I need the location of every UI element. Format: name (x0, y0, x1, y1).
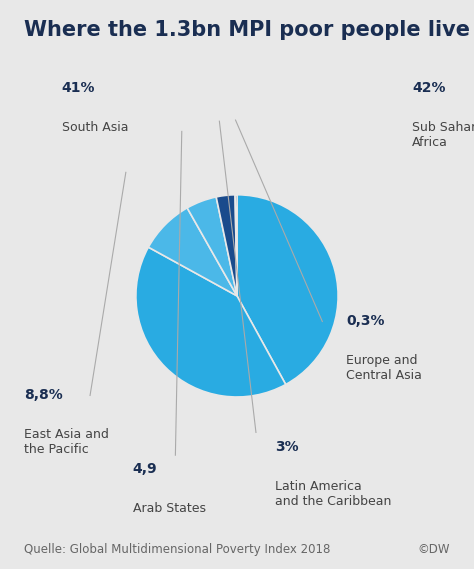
Text: 3%: 3% (275, 440, 299, 453)
Text: Sub Saharan
Africa: Sub Saharan Africa (412, 121, 474, 149)
Text: 41%: 41% (62, 81, 95, 95)
Text: Arab States: Arab States (133, 502, 206, 516)
Wedge shape (235, 195, 237, 296)
Text: Europe and
Central Asia: Europe and Central Asia (346, 354, 422, 382)
Text: South Asia: South Asia (62, 121, 128, 134)
Text: 8,8%: 8,8% (24, 389, 63, 402)
Wedge shape (237, 195, 338, 385)
Wedge shape (136, 247, 286, 397)
Wedge shape (216, 195, 237, 296)
Text: 42%: 42% (412, 81, 446, 95)
Wedge shape (187, 197, 237, 296)
Text: East Asia and
the Pacific: East Asia and the Pacific (24, 428, 109, 456)
Text: 4,9: 4,9 (133, 463, 157, 476)
Text: Quelle: Global Multidimensional Poverty Index 2018: Quelle: Global Multidimensional Poverty … (24, 543, 330, 556)
Text: 0,3%: 0,3% (346, 315, 384, 328)
Text: ©DW: ©DW (418, 543, 450, 556)
Text: Where the 1.3bn MPI poor people live: Where the 1.3bn MPI poor people live (24, 20, 470, 40)
Wedge shape (148, 208, 237, 296)
Text: Latin America
and the Caribbean: Latin America and the Caribbean (275, 480, 392, 508)
